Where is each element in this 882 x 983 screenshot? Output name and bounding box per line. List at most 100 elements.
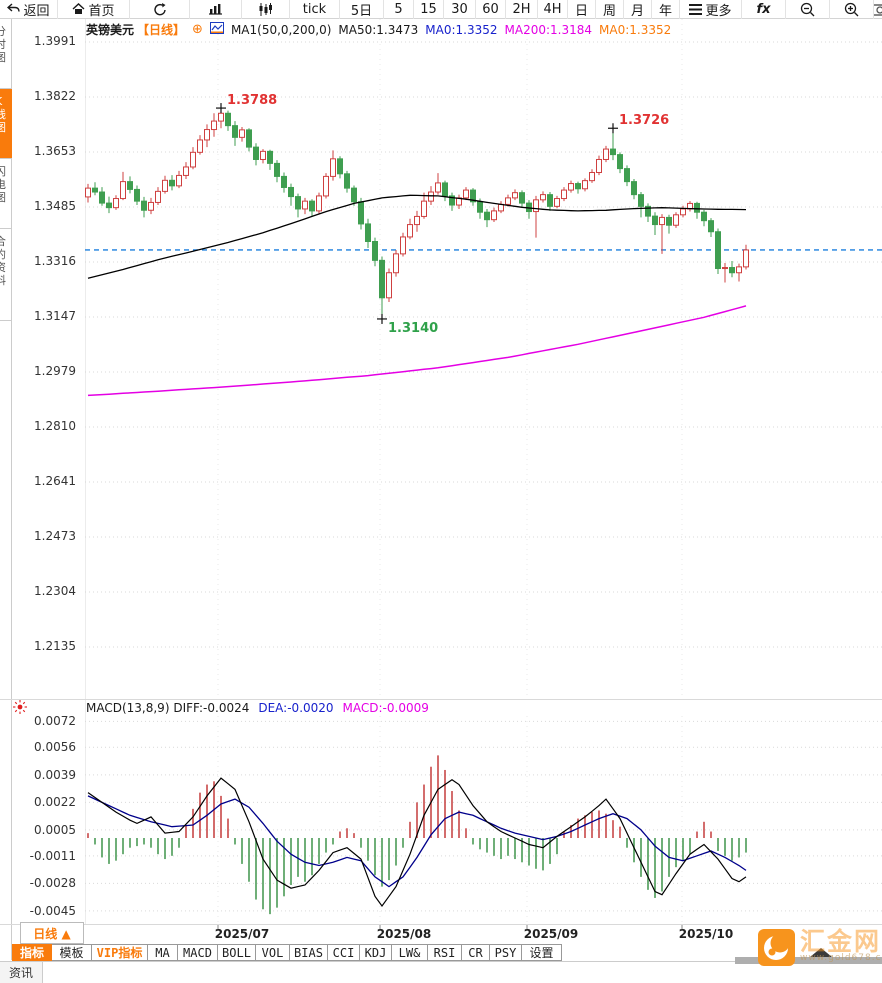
candle-up bbox=[218, 112, 224, 122]
macd-axis-label: 0.0056 bbox=[34, 740, 76, 755]
candle-up bbox=[414, 215, 420, 226]
candle-down bbox=[442, 182, 448, 197]
candle-up bbox=[736, 266, 742, 274]
candle-up bbox=[722, 267, 728, 270]
clipped-edge-button[interactable] bbox=[874, 0, 882, 19]
period-tick[interactable]: tick bbox=[290, 0, 340, 19]
candle-up bbox=[512, 192, 518, 199]
sidebar-tab-kline-chart[interactable]: K线图 bbox=[0, 89, 12, 159]
period-2h[interactable]: 2H bbox=[506, 0, 538, 19]
tab-rsi[interactable]: RSI bbox=[428, 944, 462, 961]
period-selector-button[interactable]: 日线 ▲ bbox=[20, 922, 84, 944]
more-button[interactable]: 更多 bbox=[680, 0, 742, 19]
price-axis-label: 1.3653 bbox=[34, 144, 76, 158]
candle-up bbox=[743, 249, 749, 268]
tab-kdj[interactable]: KDJ bbox=[360, 944, 392, 961]
tab-vip-indicator[interactable]: VIP指标 bbox=[92, 944, 148, 961]
tab-bias[interactable]: BIAS bbox=[290, 944, 328, 961]
candle-up bbox=[323, 175, 329, 197]
macd-axis-label: -0.0028 bbox=[29, 876, 76, 891]
home-button[interactable]: 首页 bbox=[58, 0, 130, 19]
price-axis-label: 1.2979 bbox=[34, 364, 76, 378]
period-month[interactable]: 月 bbox=[624, 0, 652, 19]
tab-psy[interactable]: PSY bbox=[490, 944, 522, 961]
diff-line bbox=[87, 777, 747, 908]
candle-up bbox=[197, 139, 203, 153]
indicator-tabs-row: 指标 模板 VIP指标 MA MACD BOLL VOL BIAS CCI KDJ LW& RSI CR… bbox=[12, 944, 562, 961]
price-axis-label: 1.3991 bbox=[34, 34, 76, 48]
tab-settings[interactable]: 设置 bbox=[522, 944, 562, 961]
tab-template[interactable]: 模板 bbox=[52, 944, 92, 961]
price-annotation: 1.3788 bbox=[227, 93, 277, 108]
candle-up bbox=[540, 194, 546, 201]
zoom-in-button[interactable] bbox=[830, 0, 874, 19]
indicator-fx-button[interactable]: fx bbox=[742, 0, 786, 19]
candle-up bbox=[568, 183, 574, 191]
tab-lw[interactable]: LW& bbox=[392, 944, 428, 961]
period-4h[interactable]: 4H bbox=[538, 0, 568, 19]
bar-chart-button[interactable] bbox=[190, 0, 242, 19]
zoom-out-button[interactable] bbox=[786, 0, 830, 19]
candle-up bbox=[204, 129, 210, 141]
candle-down bbox=[295, 196, 301, 210]
add-indicator-icon[interactable]: ⊕ bbox=[192, 22, 203, 37]
period-day[interactable]: 日 bbox=[568, 0, 596, 19]
back-icon bbox=[7, 3, 21, 15]
period-30[interactable]: 30 bbox=[444, 0, 476, 19]
candle-up bbox=[596, 158, 602, 174]
tab-indicator[interactable]: 指标 bbox=[12, 944, 52, 961]
price-annotation: 1.3726 bbox=[619, 113, 669, 128]
tab-vol[interactable]: VOL bbox=[256, 944, 290, 961]
sidebar-tab-time-chart[interactable]: 分时图 bbox=[0, 19, 12, 89]
candle-up bbox=[533, 199, 539, 213]
period-week[interactable]: 周 bbox=[596, 0, 624, 19]
tab-boll[interactable]: BOLL bbox=[218, 944, 256, 961]
period-5d[interactable]: 5日 bbox=[340, 0, 384, 19]
price-axis-label: 1.2641 bbox=[34, 474, 76, 488]
x-axis-month-label: 2025/09 bbox=[523, 927, 579, 941]
price-axis-label: 1.2473 bbox=[34, 529, 76, 543]
axis-separator bbox=[0, 924, 882, 925]
ma50-value: MA50:1.3473 bbox=[338, 22, 419, 37]
refresh-button[interactable] bbox=[130, 0, 190, 19]
candlestick-button[interactable] bbox=[242, 0, 290, 19]
sidebar-tab-contract-info[interactable]: 合约资料 bbox=[0, 229, 12, 321]
tab-ma[interactable]: MA bbox=[148, 944, 178, 961]
ma200-line bbox=[87, 305, 747, 397]
period-5[interactable]: 5 bbox=[384, 0, 414, 19]
candle-up bbox=[260, 150, 266, 160]
tab-cr[interactable]: CR bbox=[462, 944, 490, 961]
period-15[interactable]: 15 bbox=[414, 0, 444, 19]
candle-up bbox=[85, 187, 91, 198]
period-year[interactable]: 年 bbox=[652, 0, 680, 19]
tab-cci[interactable]: CCI bbox=[328, 944, 360, 961]
candle-down bbox=[379, 259, 385, 299]
candle-down bbox=[624, 168, 630, 183]
ma-params: MA1(50,0,200,0) bbox=[230, 22, 332, 37]
price-axis-label: 1.2304 bbox=[34, 584, 76, 598]
tab-macd[interactable]: MACD bbox=[178, 944, 218, 961]
candle-down bbox=[617, 154, 623, 170]
back-button[interactable]: 返回 bbox=[0, 0, 58, 19]
news-tab[interactable]: 资讯 bbox=[0, 962, 43, 983]
price-annotation: 1.3140 bbox=[388, 321, 438, 336]
indicator-settings-icon[interactable] bbox=[12, 699, 28, 719]
candle-down bbox=[99, 191, 105, 204]
expand-triangle-handle[interactable] bbox=[810, 948, 832, 957]
candle-down bbox=[288, 186, 294, 198]
horizontal-scrollbar[interactable] bbox=[735, 957, 882, 964]
symbol-name: 英镑美元 bbox=[86, 23, 135, 37]
mini-chart-icon[interactable] bbox=[209, 22, 224, 37]
candle-up bbox=[428, 191, 434, 202]
candle-down bbox=[477, 201, 483, 213]
period-60[interactable]: 60 bbox=[476, 0, 506, 19]
price-axis-label: 1.3485 bbox=[34, 199, 76, 213]
candle-down bbox=[708, 220, 714, 233]
sidebar-tab-lightning-chart[interactable]: 闪电图 bbox=[0, 159, 12, 229]
candle-up bbox=[211, 120, 217, 131]
candle-up bbox=[162, 179, 168, 192]
candle-down bbox=[253, 146, 259, 160]
candle-down bbox=[645, 205, 651, 217]
candle-down bbox=[92, 187, 98, 193]
candle-down bbox=[638, 194, 644, 207]
